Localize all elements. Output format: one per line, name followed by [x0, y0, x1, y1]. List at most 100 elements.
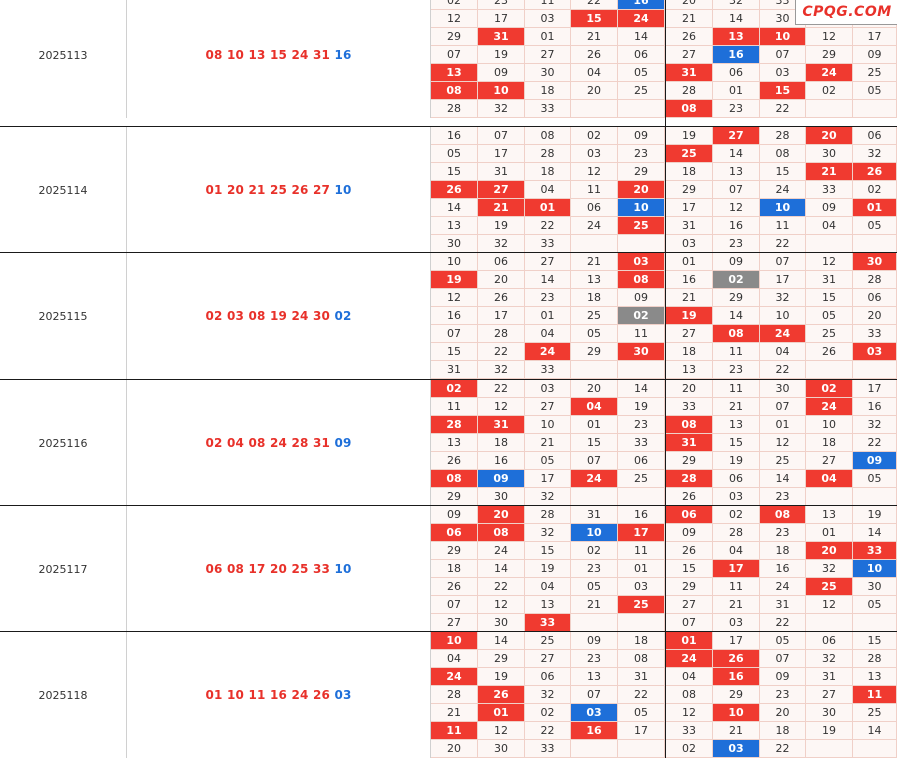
draw-block: 2025118 01 10 11 16 24 26 03 10 14 25 09 18 01 1…: [0, 632, 897, 758]
grid-cell: 03: [853, 343, 897, 361]
grid-cell: 25: [618, 596, 665, 614]
grid-cell: 28: [666, 470, 713, 488]
grid-cell: 23: [713, 235, 760, 253]
grid-cell: 09: [431, 506, 478, 524]
grid-cell: 27: [431, 614, 478, 632]
grid-cell: 03: [571, 145, 618, 163]
grid-cell: 19: [666, 307, 713, 325]
column-line: [126, 632, 127, 758]
grid-cell: 12: [571, 163, 618, 181]
blue-ball-number: 10: [334, 183, 352, 197]
grid-cell: 12: [431, 10, 478, 28]
grid-cell: 18: [760, 542, 806, 560]
column-line: [430, 380, 431, 506]
red-ball-number: 30: [312, 309, 331, 323]
grid-cell: 20: [431, 740, 478, 758]
grid-cell: 01: [478, 704, 525, 722]
grid-cell: 31: [431, 361, 478, 379]
grid-cell: 12: [478, 398, 525, 416]
grid-cell: 05: [431, 145, 478, 163]
grid-cell: 14: [431, 199, 478, 217]
grid-cell: 09: [806, 199, 853, 217]
grid-cell: 25: [853, 64, 897, 82]
grid-cell: 17: [618, 722, 665, 740]
grid-cell: 22: [760, 614, 806, 632]
grid-cell: 08: [760, 145, 806, 163]
grid-cell: 29: [713, 289, 760, 307]
red-ball-number: 25: [269, 183, 288, 197]
grid-cell: 32: [525, 524, 571, 542]
grid-cell: 07: [666, 614, 713, 632]
grid-cell: 12: [806, 28, 853, 46]
grid-cell: 09: [571, 632, 618, 650]
grid-cell: 04: [571, 398, 618, 416]
grid-cell: 13: [806, 506, 853, 524]
grid-cell: 30: [806, 145, 853, 163]
grid-cell: 05: [853, 217, 897, 235]
grid-cell: 21: [478, 199, 525, 217]
draw-block: 2025113 08 10 13 15 24 31 16 02 23 11 22 16 20 3…: [0, 0, 897, 118]
grid-cell: 32: [525, 686, 571, 704]
grid-cell: 30: [618, 343, 665, 361]
grid-cell: 14: [478, 632, 525, 650]
draw-block: 2025117 06 08 17 20 25 33 10 09 20 28 31 16 06 0…: [0, 506, 897, 632]
grid-cell: 09: [618, 127, 665, 145]
grid-cell: 26: [431, 181, 478, 199]
red-ball-number: 02: [205, 436, 223, 450]
grid-cell: 20: [571, 380, 618, 398]
grid-cell: 04: [760, 343, 806, 361]
grid-cell: 03: [713, 614, 760, 632]
grid-cell: 26: [478, 289, 525, 307]
grid-cell-empty: [806, 740, 853, 758]
grid-cell: 16: [713, 668, 760, 686]
grid-cell-empty: [806, 361, 853, 379]
red-ball-number: 31: [312, 436, 331, 450]
blue-ball-number: 02: [334, 309, 352, 323]
grid-cell: 04: [806, 470, 853, 488]
grid-cell-empty: [853, 488, 897, 506]
grid-cell: 22: [760, 235, 806, 253]
grid-cell: 19: [618, 398, 665, 416]
grid-cell: 23: [525, 289, 571, 307]
grid-cell: 32: [853, 416, 897, 434]
grid-cell: 09: [853, 452, 897, 470]
blue-ball-number: 03: [334, 688, 352, 702]
red-ball-number: 25: [291, 562, 309, 576]
red-ball-number: 11: [248, 688, 266, 702]
grid-cell: 31: [478, 416, 525, 434]
grid-cell: 05: [853, 470, 897, 488]
grid-cell: 09: [666, 524, 713, 542]
grid-cell: 07: [571, 452, 618, 470]
grid-cell: 17: [853, 380, 897, 398]
grid-cell: 09: [760, 668, 806, 686]
grid-cell: 08: [478, 524, 525, 542]
grid-cell: 07: [478, 127, 525, 145]
grid-cell: 05: [618, 64, 665, 82]
column-line: [126, 506, 127, 632]
grid-cell: 01: [713, 82, 760, 100]
grid-cell-empty: [853, 361, 897, 379]
grid-cell: 13: [713, 163, 760, 181]
grid-cell: 13: [571, 271, 618, 289]
grid-cell: 33: [853, 325, 897, 343]
red-ball-number: 27: [312, 183, 331, 197]
blue-ball-number: 16: [334, 48, 352, 62]
grid-cell: 33: [525, 361, 571, 379]
grid-cell: 22: [760, 100, 806, 118]
grid-cell: 14: [618, 28, 665, 46]
grid-cell: 03: [571, 704, 618, 722]
grid-cell: 09: [478, 470, 525, 488]
grid-cell: 26: [431, 578, 478, 596]
grid-cell: 17: [666, 199, 713, 217]
grid-cell: 19: [478, 217, 525, 235]
grid-cell: 02: [713, 506, 760, 524]
grid-cell: 13: [571, 668, 618, 686]
grid-cell: 14: [853, 524, 897, 542]
grid-cell: 24: [525, 343, 571, 361]
grid-cell-empty: [853, 614, 897, 632]
grid-cell: 26: [666, 542, 713, 560]
grid-cell: 07: [760, 46, 806, 64]
grid-cell: 15: [525, 542, 571, 560]
grid-cell: 19: [853, 506, 897, 524]
